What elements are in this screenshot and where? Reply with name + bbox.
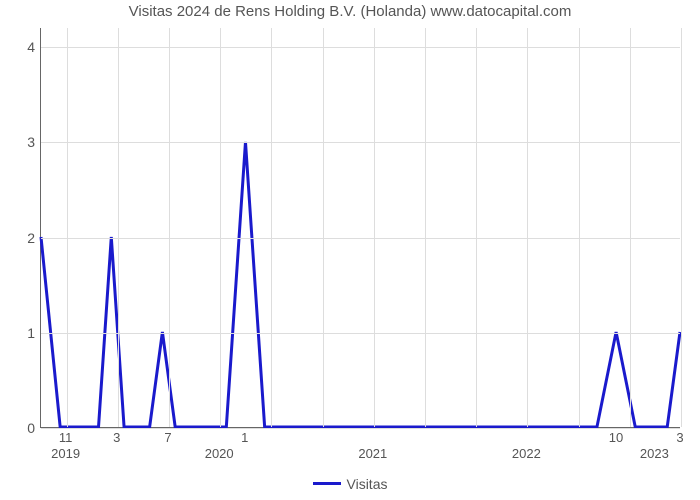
x-tick-label: 1 — [241, 430, 248, 445]
legend-label: Visitas — [347, 476, 388, 492]
y-tick-label: 2 — [5, 230, 35, 246]
gridline-vertical — [374, 28, 375, 427]
gridline-vertical — [67, 28, 68, 427]
x-tick-label: 3 — [676, 430, 683, 445]
gridline-vertical — [579, 28, 580, 427]
y-tick-label: 3 — [5, 134, 35, 150]
x-tick-year-label: 2021 — [358, 446, 387, 461]
gridline-vertical — [323, 28, 324, 427]
y-tick-label: 1 — [5, 325, 35, 341]
chart-container: { "title": "Visitas 2024 de Rens Holding… — [0, 0, 700, 500]
chart-title: Visitas 2024 de Rens Holding B.V. (Holan… — [0, 3, 700, 20]
gridline-vertical — [169, 28, 170, 427]
x-tick-label: 3 — [113, 430, 120, 445]
line-series — [41, 28, 680, 427]
x-tick-label: 10 — [609, 430, 623, 445]
y-tick-label: 0 — [5, 420, 35, 436]
gridline-vertical — [681, 28, 682, 427]
gridline-vertical — [425, 28, 426, 427]
x-tick-label: 11 — [59, 430, 73, 445]
gridline-horizontal — [41, 333, 680, 334]
x-tick-year-label: 2023 — [640, 446, 669, 461]
gridline-horizontal — [41, 428, 680, 429]
x-tick-year-label: 2022 — [512, 446, 541, 461]
plot-area — [40, 28, 680, 428]
y-tick-label: 4 — [5, 39, 35, 55]
gridline-horizontal — [41, 47, 680, 48]
legend-swatch — [313, 482, 341, 485]
gridline-horizontal — [41, 238, 680, 239]
gridline-vertical — [271, 28, 272, 427]
gridline-vertical — [527, 28, 528, 427]
gridline-horizontal — [41, 142, 680, 143]
gridline-vertical — [118, 28, 119, 427]
gridline-vertical — [220, 28, 221, 427]
x-tick-year-label: 2020 — [205, 446, 234, 461]
x-tick-label: 7 — [164, 430, 171, 445]
x-tick-year-label: 2019 — [51, 446, 80, 461]
legend: Visitas — [0, 472, 700, 492]
gridline-vertical — [476, 28, 477, 427]
gridline-vertical — [630, 28, 631, 427]
